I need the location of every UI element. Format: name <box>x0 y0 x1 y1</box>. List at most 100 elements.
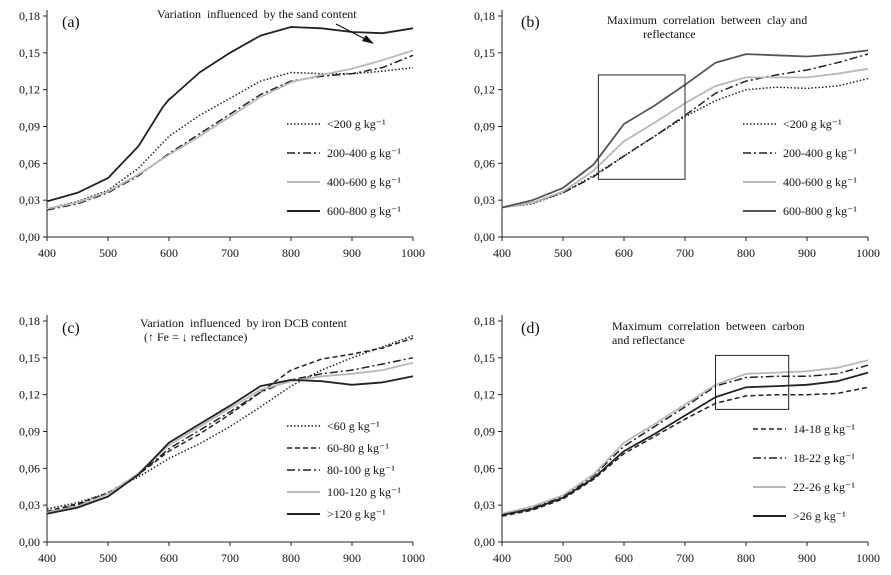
y-tick-label: 0,00 <box>19 230 40 244</box>
x-tick-label: 800 <box>282 551 300 565</box>
annotation-text: (↑ Fe = ↓ reflectance) <box>144 330 247 344</box>
panel-a: 0,00 0,03 0,06 0,09 0,12 0,15 0,18 400 500 600 700… <box>19 7 425 260</box>
annotation-text: Maximum correlation between carbon <box>612 319 805 333</box>
annotation-text: reflectance <box>643 27 696 41</box>
x-tick-label: 700 <box>221 551 239 565</box>
legend-label: 200-400 g kg⁻¹ <box>327 146 401 160</box>
y-tick-label: 0,18 <box>474 9 495 23</box>
y-tick-label: 0,09 <box>19 425 40 439</box>
y-tick-label: 0,09 <box>474 425 495 439</box>
series-line <box>501 371 869 516</box>
legend-label: 600-800 g kg⁻¹ <box>327 204 401 218</box>
series-line <box>46 66 414 210</box>
y-tick-label: 0,18 <box>474 314 495 328</box>
y-tick-label: 0,09 <box>19 120 40 134</box>
y-tick-label: 0,12 <box>19 388 40 402</box>
series-line <box>46 334 414 510</box>
x-tick-label: 400 <box>493 551 511 565</box>
annotation-text: and reflectance <box>612 333 685 347</box>
x-tick-label: 900 <box>343 246 361 260</box>
x-tick-label: 700 <box>676 246 694 260</box>
y-tick-label: 0,03 <box>19 498 40 512</box>
x-tick-label: 900 <box>343 551 361 565</box>
panel-label: (c) <box>62 320 80 337</box>
y-tick-label: 0,12 <box>474 83 495 97</box>
y-tick-label: 0,00 <box>474 535 495 549</box>
x-tick-label: 900 <box>798 246 816 260</box>
legend-label: >26 g kg⁻¹ <box>793 509 846 523</box>
x-tick-label: 1000 <box>401 551 425 565</box>
x-tick-label: 700 <box>676 551 694 565</box>
legend-label: 18-22 g kg⁻¹ <box>793 451 855 465</box>
series-line <box>46 375 414 515</box>
x-tick-label: 1000 <box>856 246 880 260</box>
x-tick-label: 700 <box>221 246 239 260</box>
legend-label: >120 g kg⁻¹ <box>327 507 386 521</box>
panel-label: (d) <box>521 320 540 337</box>
legend-label: 14-18 g kg⁻¹ <box>793 422 855 436</box>
y-tick-label: 0,18 <box>19 9 40 23</box>
legend-label: 200-400 g kg⁻¹ <box>783 146 857 160</box>
x-tick-label: 500 <box>99 551 117 565</box>
x-tick-label: 1000 <box>856 551 880 565</box>
series-line <box>46 54 414 211</box>
x-tick-label: 500 <box>99 246 117 260</box>
y-tick-label: 0,15 <box>19 46 40 60</box>
y-tick-label: 0,06 <box>19 461 40 475</box>
panel-d: 0,00 0,03 0,06 0,09 0,12 0,15 0,18 400 500 600 700… <box>474 314 880 565</box>
x-tick-label: 800 <box>737 246 755 260</box>
x-tick-label: 400 <box>493 246 511 260</box>
legend-label: 100-120 g kg⁻¹ <box>327 485 401 499</box>
y-tick-label: 0,15 <box>474 351 495 365</box>
y-tick-label: 0,18 <box>19 314 40 328</box>
legend-label: 60-80 g kg⁻¹ <box>327 441 389 455</box>
x-tick-label: 400 <box>38 246 56 260</box>
annotation-text: Variation influenced by iron DCB content <box>140 316 348 330</box>
series-line <box>46 357 414 514</box>
series-line <box>46 337 414 513</box>
series-line <box>46 26 414 203</box>
y-tick-label: 0,00 <box>19 535 40 549</box>
annotation-text: Variation influenced by the sand content <box>157 7 357 21</box>
y-tick-label: 0,06 <box>474 461 495 475</box>
series-line <box>46 361 414 514</box>
legend-label: <200 g kg⁻¹ <box>783 117 842 131</box>
annotation-arrow <box>335 23 368 41</box>
legend-label: 80-100 g kg⁻¹ <box>327 463 395 477</box>
y-tick-label: 0,03 <box>474 498 495 512</box>
x-tick-label: 600 <box>615 246 633 260</box>
panel-label: (b) <box>521 14 540 31</box>
y-tick-label: 0,09 <box>474 120 495 134</box>
legend-label: 22-26 g kg⁻¹ <box>793 480 855 494</box>
legend-label: 400-600 g kg⁻¹ <box>327 175 401 189</box>
x-tick-label: 800 <box>737 551 755 565</box>
y-tick-label: 0,03 <box>19 193 40 207</box>
highlight-box <box>597 74 686 180</box>
x-tick-label: 500 <box>554 246 572 260</box>
panel-b: 0,00 0,03 0,06 0,09 0,12 0,15 0,18 400 500 600 700… <box>474 9 880 260</box>
x-tick-label: 400 <box>38 551 56 565</box>
series-line <box>501 364 869 515</box>
y-tick-label: 0,06 <box>19 156 40 170</box>
panel-c: 0,00 0,03 0,06 0,09 0,12 0,15 0,18 400 500 600 700… <box>19 314 425 565</box>
y-tick-label: 0,12 <box>474 388 495 402</box>
y-tick-label: 0,15 <box>19 351 40 365</box>
x-tick-label: 500 <box>554 551 572 565</box>
legend-label: <200 g kg⁻¹ <box>327 117 386 131</box>
annotation-text: Maximum correlation between clay and <box>607 13 807 27</box>
x-tick-label: 600 <box>160 551 178 565</box>
x-tick-label: 900 <box>798 551 816 565</box>
annotation-arrowhead <box>362 35 374 44</box>
panel-label: (a) <box>62 14 80 31</box>
x-tick-label: 600 <box>615 551 633 565</box>
x-tick-label: 1000 <box>401 246 425 260</box>
y-tick-label: 0,03 <box>474 193 495 207</box>
series-line <box>46 49 414 210</box>
series-line <box>501 386 869 517</box>
highlight-box <box>715 354 790 410</box>
series-line <box>501 53 869 209</box>
legend-label: 400-600 g kg⁻¹ <box>783 175 857 189</box>
x-tick-label: 800 <box>282 246 300 260</box>
legend-label: 600-800 g kg⁻¹ <box>783 204 857 218</box>
